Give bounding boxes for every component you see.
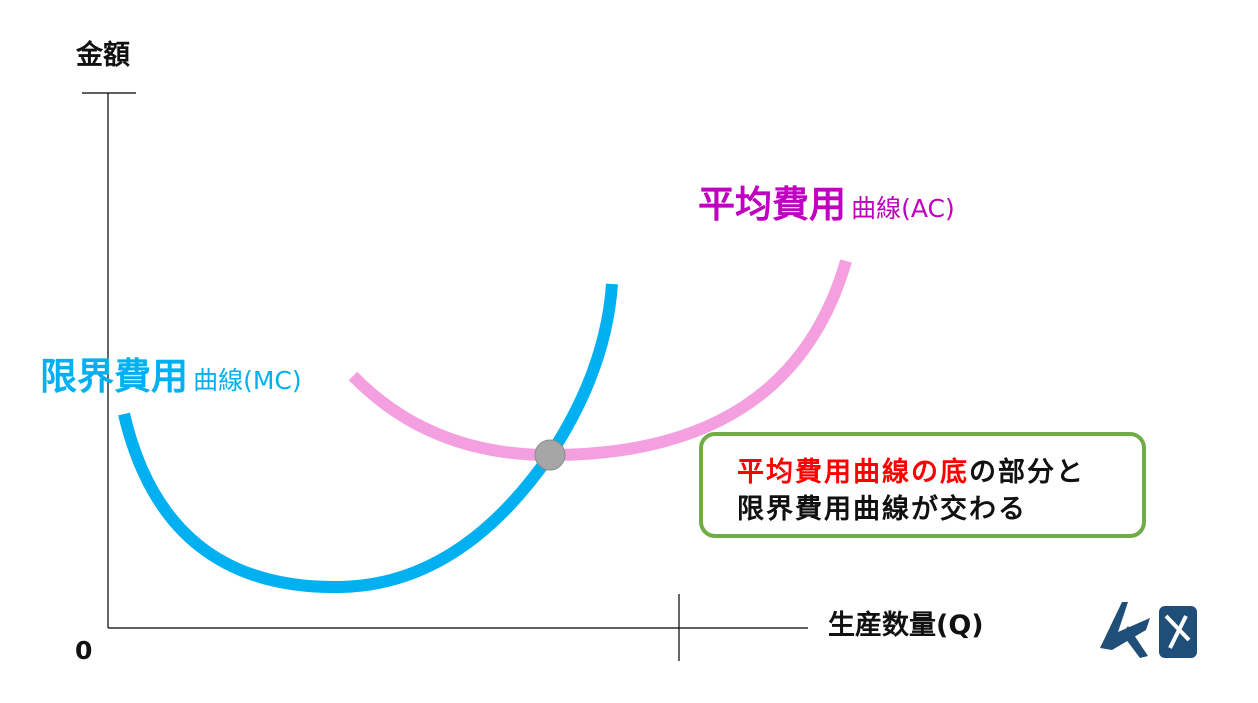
callout-text: 平均費用曲線の底の部分と 限界費用曲線が交わる — [737, 454, 1085, 528]
y-axis-label: 金額 — [76, 40, 130, 71]
ac-curve-suffix: 曲線(AC) — [851, 194, 955, 223]
callout-box: 平均費用曲線の底の部分と 限界費用曲線が交わる — [699, 432, 1146, 538]
intersection-point — [534, 439, 566, 471]
marginal-cost-curve — [118, 283, 618, 594]
callout-line2: 限界費用曲線が交わる — [737, 494, 1027, 525]
ac-curve-label: 平均費用 曲線(AC) — [698, 186, 955, 223]
ac-curve-name: 平均費用 — [698, 183, 846, 226]
mc-curve-label: 限界費用 曲線(MC) — [40, 358, 302, 395]
x-axis-label: 生産数量(Q) — [828, 610, 984, 641]
callout-line1-rest: の部分と — [969, 457, 1085, 488]
mc-curve-suffix: 曲線(MC) — [193, 366, 302, 395]
callout-highlight: 平均費用曲線の底 — [737, 457, 969, 488]
average-cost-curve — [348, 259, 852, 462]
mc-curve-name: 限界費用 — [40, 355, 188, 398]
brand-logo — [1100, 602, 1197, 658]
origin-label: 0 — [75, 636, 93, 665]
